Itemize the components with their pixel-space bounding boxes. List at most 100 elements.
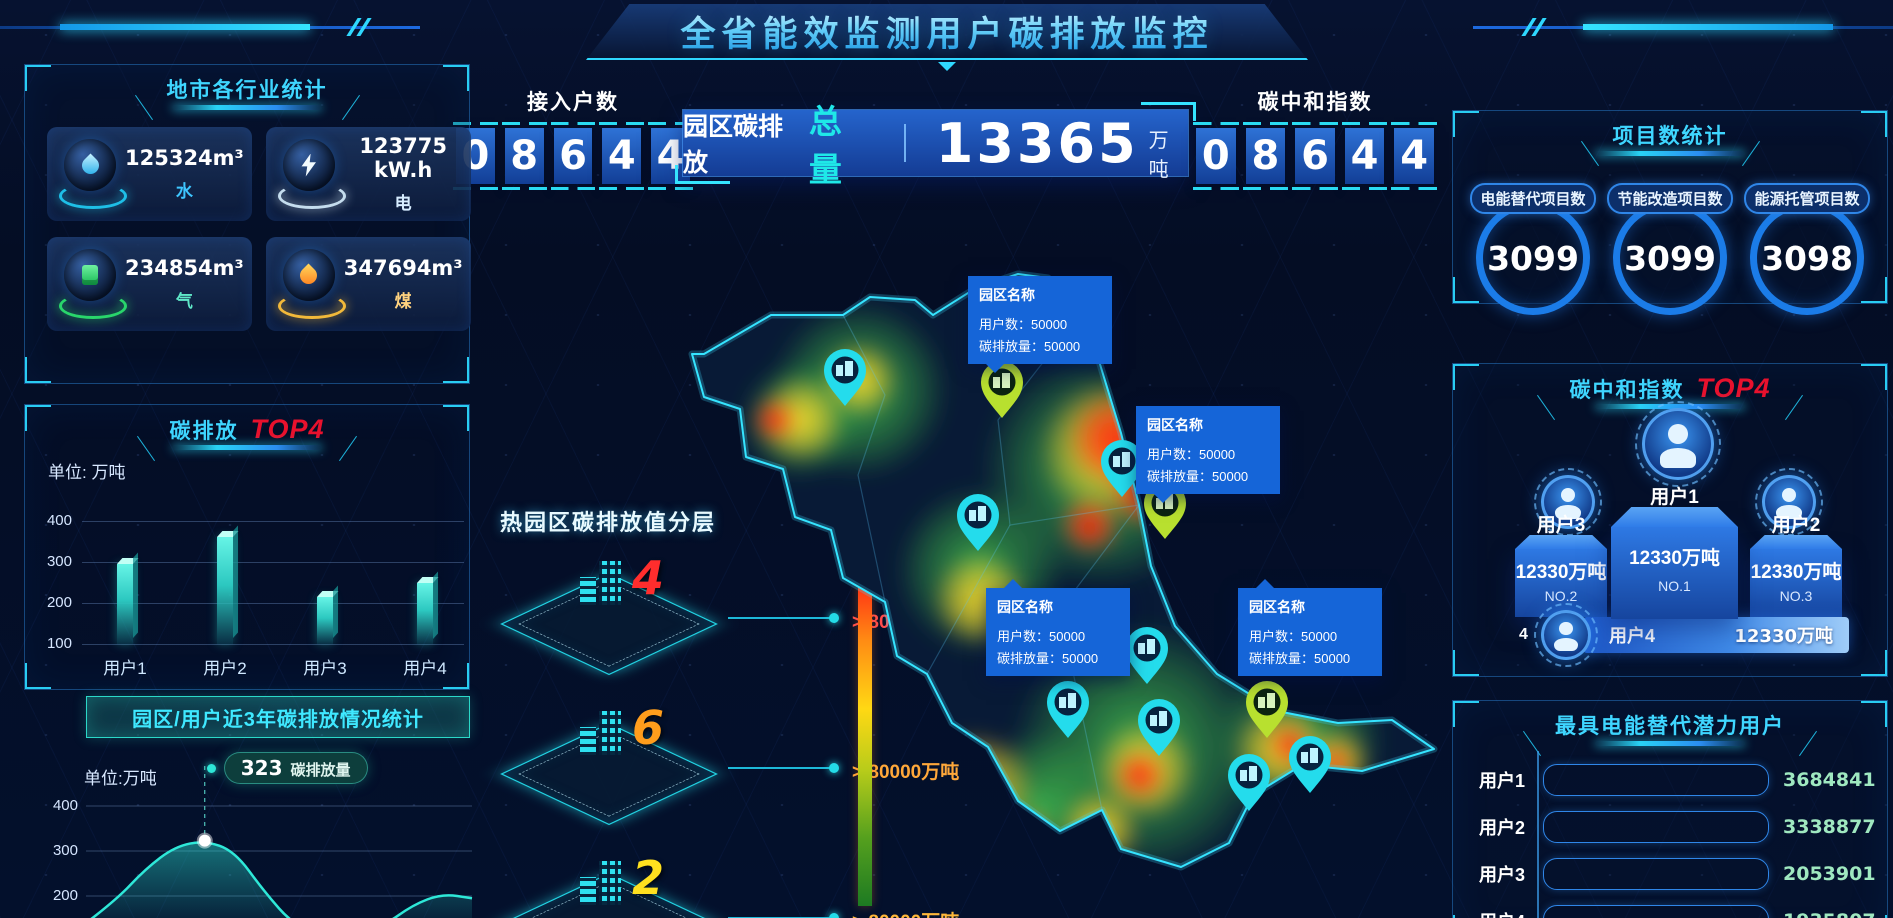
- location-pin-building-icon[interactable]: [1126, 627, 1168, 684]
- area-chart-canvas: [86, 766, 473, 918]
- glow-ring: [277, 293, 346, 319]
- emission-bar-chart: 400 300 200 100 用户1 用户2 用户3 用户4: [30, 508, 470, 678]
- project-label: 能源托管项目数: [1744, 183, 1870, 214]
- panel-title: 碳排放 TOP4: [135, 412, 358, 453]
- location-pin-building-icon[interactable]: [1246, 681, 1288, 738]
- connector-line: [728, 613, 839, 623]
- y-tick-label: 300: [52, 842, 78, 859]
- location-pin-building-icon[interactable]: [824, 349, 866, 406]
- province-heat-map[interactable]: [680, 270, 1450, 890]
- project-item[interactable]: 电能替代项目数 3099: [1467, 183, 1599, 315]
- location-pin-building-icon[interactable]: [1228, 754, 1270, 811]
- header-glow-right: [1583, 24, 1833, 30]
- podium-rank: NO.1: [1658, 578, 1691, 594]
- location-pin-building-icon[interactable]: [1289, 736, 1331, 793]
- total-unit: 万吨: [1148, 130, 1169, 181]
- tooltip-label: 碳排放量: [290, 762, 351, 779]
- heat-layer[interactable]: 2 > 80000万吨: [500, 851, 959, 918]
- kpi-access-label: 接入户数: [527, 91, 619, 114]
- layer-count: 4: [632, 551, 665, 605]
- heat-layer[interactable]: 6 > 80000万吨: [500, 701, 959, 837]
- gridline: 100: [47, 635, 464, 652]
- gridline: 300: [47, 553, 464, 570]
- digit-box: 4: [1391, 122, 1437, 190]
- potential-row[interactable]: 用户3 2053901: [1479, 858, 1876, 890]
- card-value: 123775 kW.h: [359, 134, 447, 182]
- panel-head: 最具电能替代潜力用户: [1453, 701, 1887, 748]
- podium-second[interactable]: 用户3 12330万吨 NO.2: [1515, 510, 1607, 617]
- building-icon: [580, 711, 624, 759]
- panel-head: 地市各行业统计: [25, 65, 469, 112]
- potential-row[interactable]: 用户1 3684841: [1479, 764, 1876, 796]
- gridline: 200: [47, 594, 464, 611]
- project-item[interactable]: 节能改造项目数 3099: [1604, 183, 1736, 315]
- digit-box: 8: [1242, 122, 1288, 190]
- bar: [317, 596, 333, 644]
- x-tick-label: 用户1: [103, 659, 147, 678]
- glow-ring: [59, 293, 127, 319]
- podium-third[interactable]: 用户2 12330万吨 NO.3: [1750, 510, 1842, 617]
- card-value: 347694m³: [343, 256, 463, 280]
- potential-row[interactable]: 用户4 1935807: [1479, 905, 1876, 918]
- card-water[interactable]: 125324m³ 水: [47, 127, 252, 221]
- map-tooltip: 园区名称 用户数：50000 碳排放量：50000: [986, 579, 1130, 676]
- panel-emission-top4: 碳排放 TOP4: [24, 404, 470, 690]
- rank-index: 4: [1519, 626, 1528, 643]
- location-pin-building-icon[interactable]: [1138, 699, 1180, 756]
- project-value-ring: 3099: [1613, 201, 1727, 315]
- podium-first[interactable]: 用户1 12330万吨 NO.1: [1611, 482, 1738, 619]
- card-electricity[interactable]: 123775 kW.h 电: [265, 127, 471, 221]
- gridline: 400: [47, 512, 464, 529]
- rank4-row[interactable]: 4 用户4 12330万吨: [1519, 603, 1849, 667]
- progress-track: [1543, 858, 1769, 890]
- digit-box: 4: [599, 122, 644, 190]
- title-underline: [172, 445, 322, 450]
- layer-count: 2: [632, 851, 665, 905]
- emission-area-chart: 200 300 400: [40, 748, 476, 918]
- industry-cards: 125324m³ 水 123775 kW.h 电: [47, 127, 471, 331]
- y-tick-label: 200: [52, 887, 78, 904]
- panel-head: 碳排放 TOP4: [25, 405, 469, 453]
- y-tick-label: 400: [52, 797, 78, 814]
- map-pins[interactable]: [824, 349, 1331, 811]
- potential-row[interactable]: 用户2 3338877: [1479, 811, 1876, 843]
- user-label: 用户2: [1479, 818, 1526, 838]
- layer-threshold: > 80000万吨: [852, 907, 959, 918]
- podium-top-face: [1515, 535, 1607, 549]
- total-value: 13365: [935, 111, 1139, 175]
- building-icon: [580, 561, 624, 609]
- project-value-ring: 3099: [1476, 201, 1590, 315]
- location-pin-building-icon[interactable]: [957, 494, 999, 551]
- header-glow-left: [60, 24, 310, 30]
- project-circles: 电能替代项目数 3099 节能改造项目数 3099 能源托管项目数 3098: [1467, 183, 1873, 315]
- page-header: 全省能效监测用户碳排放监控: [0, 0, 1893, 71]
- tooltip-title: 园区名称: [997, 599, 1053, 615]
- title-underline: [172, 105, 322, 110]
- location-pin-building-icon[interactable]: [1101, 440, 1143, 497]
- panel-title: 碳中和指数 TOP4: [1535, 371, 1804, 412]
- history-banner-button[interactable]: 园区/用户近3年碳排放情况统计: [86, 696, 470, 738]
- podium-top-face: [1750, 535, 1842, 549]
- card-coal[interactable]: 347694m³ 煤: [265, 237, 471, 331]
- digit-box: 4: [1341, 122, 1387, 190]
- bar: [117, 564, 133, 644]
- panel-head: 碳中和指数 TOP4: [1453, 364, 1887, 412]
- podium-value: 12330万吨: [1629, 548, 1720, 569]
- tooltip-title: 园区名称: [1147, 417, 1203, 433]
- title-plate: 全省能效监测用户碳排放监控: [586, 4, 1308, 60]
- card-gas[interactable]: 234854m³ 气: [47, 237, 252, 331]
- tooltip-title: 园区名称: [979, 287, 1035, 303]
- y-tick-label: 100: [46, 635, 72, 652]
- digit-box: 0: [1193, 122, 1239, 190]
- podium-rank: NO.2: [1544, 588, 1578, 604]
- project-item[interactable]: 能源托管项目数 3098: [1741, 183, 1873, 315]
- glow-ring: [277, 183, 346, 209]
- panel-head: 项目数统计: [1453, 111, 1887, 158]
- tooltip-title: 园区名称: [1249, 599, 1305, 615]
- map-tooltip: 园区名称 用户数：50000 碳排放量：50000: [1238, 579, 1382, 676]
- location-pin-building-icon[interactable]: [1047, 681, 1089, 738]
- location-pin-building-icon[interactable]: [981, 361, 1023, 418]
- panel-project-stats: 项目数统计 电能替代项目数 3099 节能改造项目数 3099 能源托管项目数 …: [1452, 110, 1888, 315]
- x-tick-label: 用户2: [203, 659, 247, 678]
